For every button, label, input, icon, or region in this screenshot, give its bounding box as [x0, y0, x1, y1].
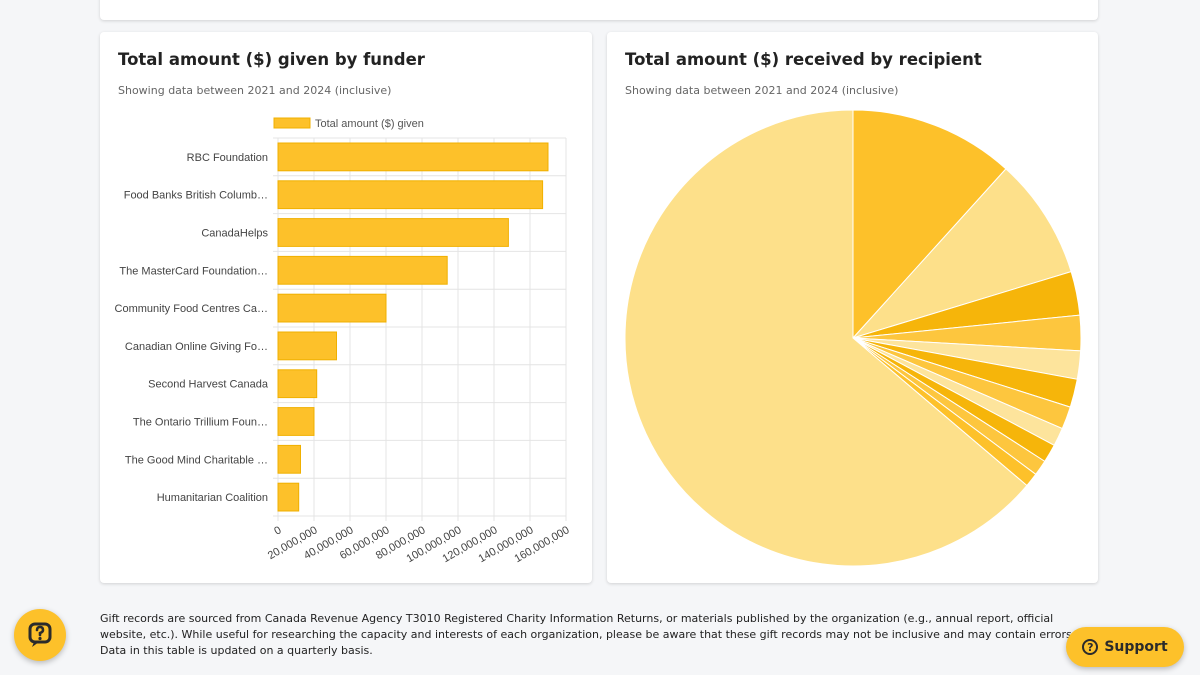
recipient-chart-title: Total amount ($) received by recipient [625, 50, 982, 69]
support-button-label: Support [1104, 639, 1168, 655]
funder-chart-subtitle: Showing data between 2021 and 2024 (incl… [118, 84, 392, 97]
pie-slice [624, 109, 1028, 567]
pie-slice [851, 168, 1072, 340]
funder-bar-chart: Total amount ($) given RBC Foundation Food… [115, 117, 572, 565]
bar [277, 482, 300, 512]
bar [277, 407, 315, 436]
category-label: The MasterCard Foundation… [119, 265, 268, 277]
bar [277, 369, 318, 399]
category-label: RBC Foundation [187, 152, 268, 164]
pie-slice [852, 109, 1007, 340]
chat-help-icon [28, 622, 52, 647]
category-label: The Ontario Trillium Foun… [133, 417, 268, 429]
category-label: Food Banks British Columb… [124, 190, 268, 202]
bar [277, 255, 448, 285]
recipient-chart-subtitle: Showing data between 2021 and 2024 (incl… [625, 84, 899, 97]
question-circle-icon: ? [1082, 639, 1099, 655]
recipient-chart-card: Total amount ($) received by recipient S… [607, 32, 1098, 583]
x-tick-label: 0 [272, 524, 283, 537]
category-label: Humanitarian Coalition [157, 492, 268, 504]
category-label: CanadaHelps [201, 228, 268, 240]
bar [277, 331, 337, 361]
category-label: Canadian Online Giving Fo… [125, 341, 268, 353]
funder-chart-card: Total amount ($) given by funder Showing… [100, 32, 592, 583]
category-label: The Good Mind Charitable … [125, 454, 268, 466]
funder-chart-title: Total amount ($) given by funder [118, 50, 425, 69]
legend-label: Total amount ($) given [315, 118, 424, 130]
help-chat-button[interactable] [14, 609, 66, 661]
previous-card [100, 0, 1098, 20]
data-source-footnote: Gift records are sourced from Canada Rev… [100, 612, 1076, 657]
bar [277, 180, 544, 210]
category-label: Second Harvest Canada [148, 379, 269, 391]
bar [277, 293, 387, 323]
bar [277, 444, 301, 474]
legend-swatch [273, 117, 311, 129]
category-label: Community Food Centres Ca… [115, 303, 268, 315]
bar [277, 218, 509, 247]
recipient-pie-chart [624, 109, 1082, 567]
bar [277, 142, 549, 172]
support-button[interactable]: ? Support [1066, 627, 1184, 667]
